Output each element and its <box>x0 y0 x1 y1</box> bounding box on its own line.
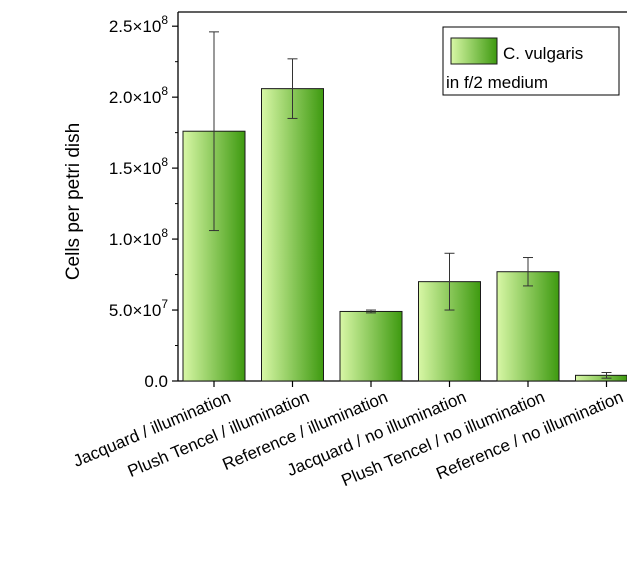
y-tick-label: 1.5×108 <box>109 155 168 178</box>
legend-swatch <box>450 37 498 65</box>
y-tick-label: 2.5×108 <box>109 13 168 36</box>
y-tick-label: 0.0 <box>144 372 168 391</box>
bar <box>575 374 627 382</box>
y-tick-label: 2.0×108 <box>109 84 168 107</box>
y-tick-label: 5.0×107 <box>109 297 168 320</box>
bar <box>496 271 560 382</box>
y-axis-title: Cells per petri dish <box>63 123 84 280</box>
legend-label-line1: C. vulgaris <box>503 44 583 63</box>
bar <box>261 88 324 382</box>
bar <box>339 310 403 382</box>
legend-label-line2: in f/2 medium <box>446 73 548 92</box>
legend: C. vulgaris in f/2 medium <box>442 26 620 96</box>
y-tick-label: 1.0×108 <box>109 226 168 249</box>
